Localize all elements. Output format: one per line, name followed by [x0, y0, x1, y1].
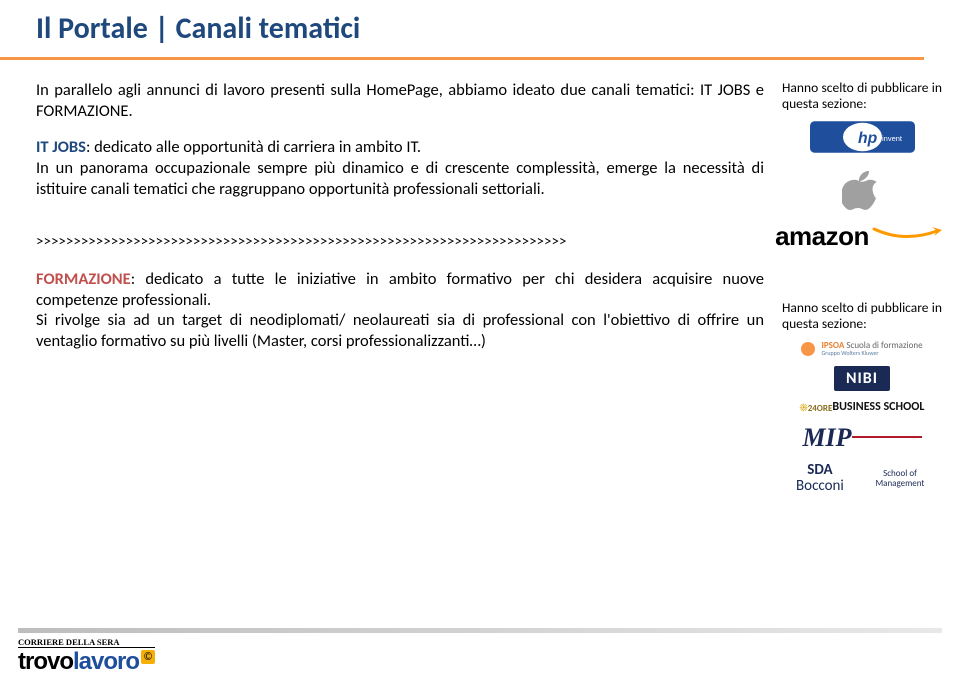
- it-jobs-label: IT JOBS: [36, 137, 86, 157]
- amazon-logo: amazon: [775, 221, 949, 252]
- ipsoa-group: Gruppo Wolters Kluwer: [821, 350, 922, 356]
- apple-logo: [842, 163, 882, 211]
- trovolavoro-logo: trovolavoro©: [18, 648, 155, 676]
- mip-text: MIP: [802, 423, 851, 453]
- trovo-part1: trovo: [18, 648, 73, 675]
- page-header: Il Portale | Canali tematici: [0, 0, 960, 51]
- footer-logos: CORRIERE DELLA SERA trovolavoro©: [18, 637, 942, 676]
- copyright-badge: ©: [141, 650, 155, 664]
- side-column: Hanno scelto di pubblicare in questa sez…: [782, 80, 942, 495]
- separator-line: >>>>>>>>>>>>>>>>>>>>>>>>>>>>>>>>>>>>>>>>…: [36, 233, 764, 251]
- svg-text:invent: invent: [882, 134, 903, 143]
- formazione-body: Si rivolge sia ad un target di neodiplom…: [36, 310, 764, 351]
- side1-caption: Hanno scelto di pubblicare in questa sez…: [782, 80, 942, 111]
- corriere-block: CORRIERE DELLA SERA trovolavoro©: [18, 637, 155, 676]
- nibi-logo: NIBI: [834, 366, 890, 391]
- content-area: In parallelo agli annunci di lavoro pres…: [0, 60, 960, 495]
- formazione-inline: : dedicato a tutte le iniziative in ambi…: [36, 269, 764, 310]
- hp-logo: hp invent: [810, 121, 915, 153]
- it-jobs-body: In un panorama occupazionale sempre più …: [36, 158, 764, 199]
- ipsoa-logo: IPSOA Scuola di formazione Gruppo Wolter…: [801, 341, 922, 356]
- side2-logos: IPSOA Scuola di formazione Gruppo Wolter…: [782, 341, 942, 495]
- side2-caption: Hanno scelto di pubblicare in questa sez…: [782, 300, 942, 331]
- page-footer: CORRIERE DELLA SERA trovolavoro©: [0, 620, 960, 676]
- formazione-paragraph: FORMAZIONE: dedicato a tutte le iniziati…: [36, 269, 764, 352]
- corriere-logo: CORRIERE DELLA SERA: [18, 637, 155, 648]
- sda-sub: School of Management: [858, 469, 942, 488]
- formazione-label: FORMAZIONE: [36, 269, 131, 289]
- intro-paragraph: In parallelo agli annunci di lavoro pres…: [36, 80, 764, 121]
- it-jobs-paragraph: IT JOBS: dedicato alle opportunità di ca…: [36, 137, 764, 199]
- it-jobs-inline: : dedicato alle opportunità di carriera …: [86, 137, 421, 157]
- footer-divider: [18, 628, 942, 633]
- ore24-logo: ☀24ORE BUSINESS SCHOOL: [800, 401, 925, 413]
- side1-logos: hp invent amazon: [782, 121, 942, 252]
- page-title: Il Portale | Canali tematici: [36, 10, 924, 47]
- main-column: In parallelo agli annunci di lavoro pres…: [36, 80, 764, 495]
- sda-logo: SDA Bocconi School of Management: [782, 463, 942, 495]
- side2-block: Hanno scelto di pubblicare in questa sez…: [782, 300, 942, 495]
- ore24-top: 24ORE: [808, 403, 833, 414]
- ore24-bot: BUSINESS SCHOOL: [832, 401, 924, 413]
- svg-text:hp: hp: [858, 130, 878, 147]
- trovo-part2: lavoro: [73, 648, 139, 675]
- mip-logo: MIP: [802, 423, 921, 453]
- amazon-text: amazon: [775, 221, 869, 252]
